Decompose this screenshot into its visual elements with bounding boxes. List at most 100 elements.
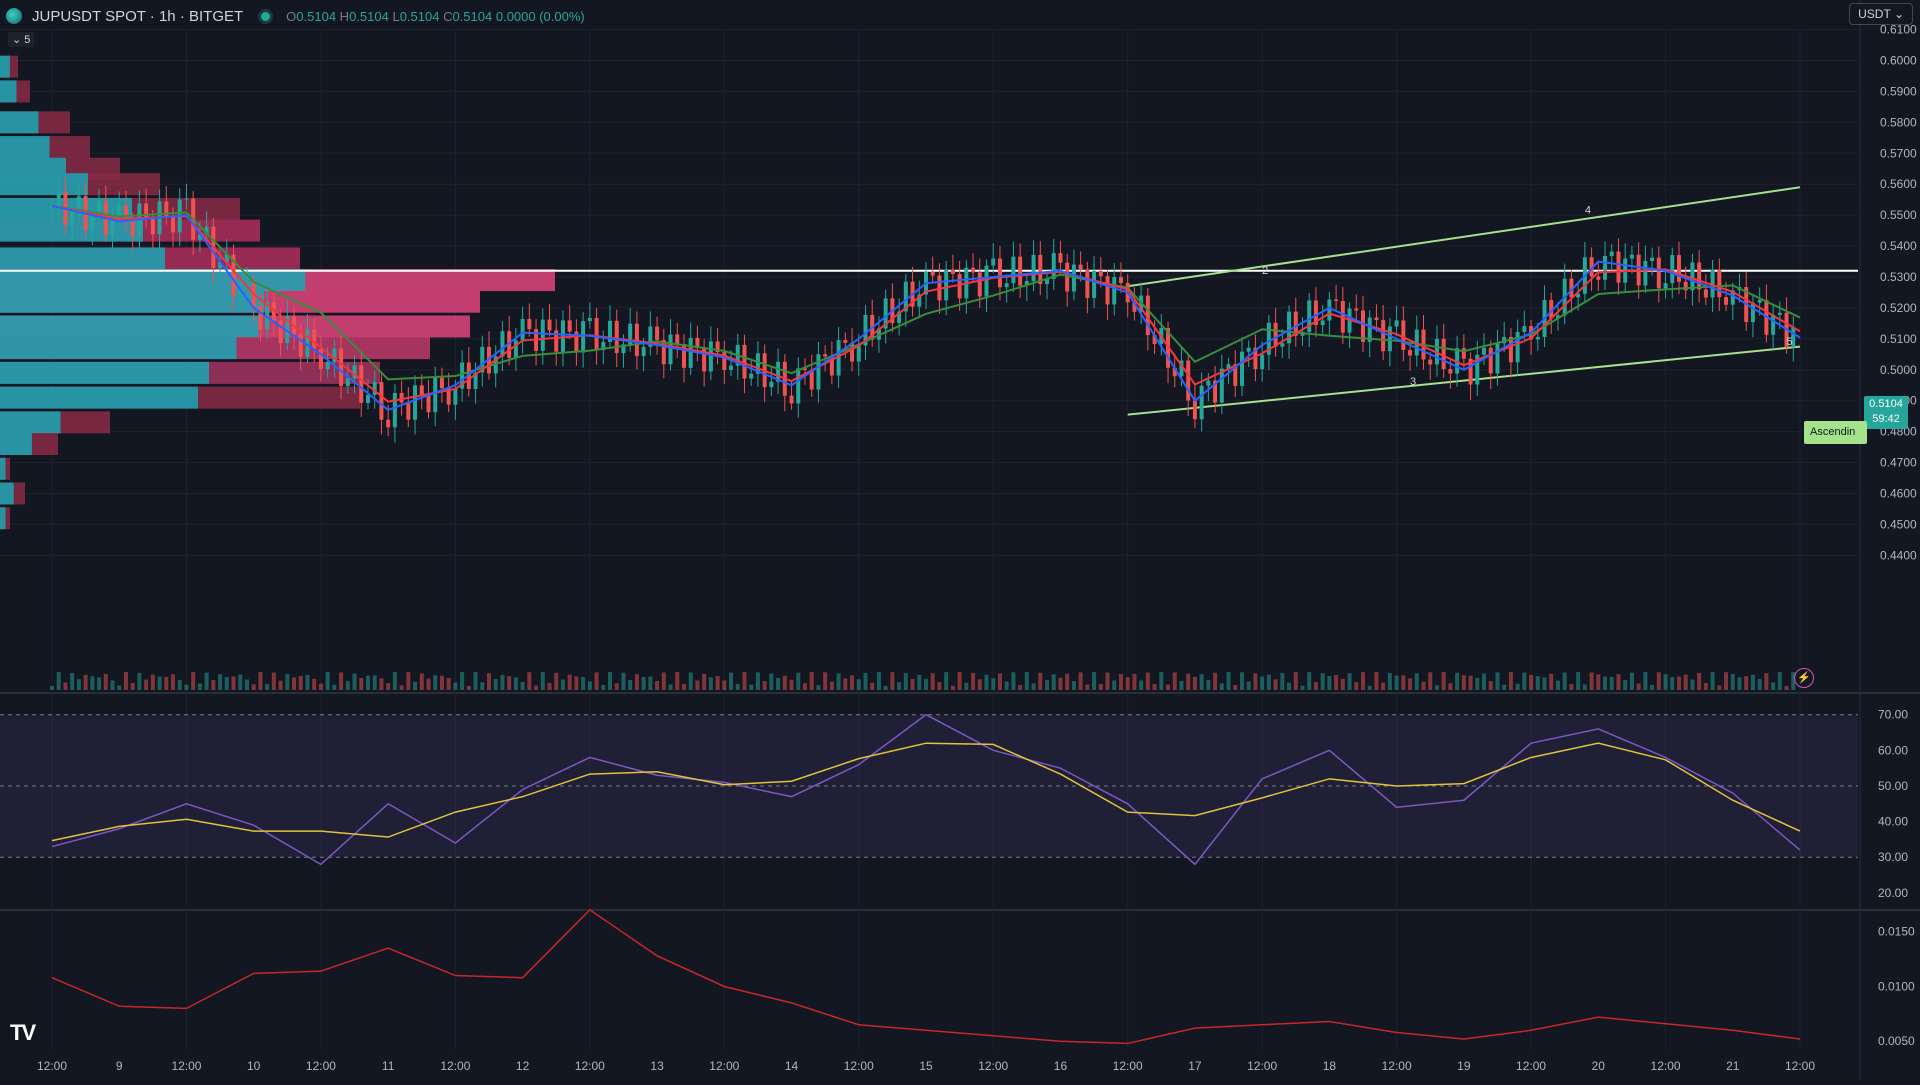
tradingview-logo-icon[interactable]: TV — [10, 1020, 36, 1045]
candle-body — [365, 394, 370, 403]
volume-bar — [1542, 677, 1547, 690]
ohlc-readout: O0.5104 H0.5104 L0.5104 C0.5104 0.0000 (… — [286, 9, 585, 24]
volume-bar — [1562, 672, 1567, 690]
candle-body — [540, 319, 545, 351]
candle-body — [1065, 262, 1070, 292]
volume-bar — [863, 672, 868, 690]
volume-bar — [1428, 672, 1433, 690]
volume-bar — [1616, 674, 1621, 690]
candle-body — [1287, 311, 1292, 344]
volume-bar — [581, 676, 586, 690]
rsi-axis-label: 50.00 — [1878, 779, 1908, 793]
channel-lower-line[interactable] — [1127, 345, 1801, 416]
candle-body — [897, 311, 902, 324]
candle-body — [527, 318, 532, 330]
symbol-title[interactable]: JUPUSDT SPOT · 1h · BITGET — [32, 7, 244, 25]
candle-body — [325, 362, 330, 370]
volume-bar — [312, 678, 317, 690]
candle-body — [876, 328, 881, 340]
pattern-label[interactable]: Ascendin — [1804, 421, 1867, 444]
volume-bar — [177, 679, 182, 690]
candle-body — [863, 314, 868, 346]
candle-body — [1246, 347, 1251, 352]
candle-body — [1603, 256, 1608, 280]
candle-body — [702, 348, 707, 372]
volume-bar — [984, 674, 989, 690]
symbol-logo-icon[interactable] — [6, 8, 22, 24]
volume-bar — [1186, 673, 1191, 690]
volume-bar — [1623, 680, 1628, 690]
volume-bar — [1226, 672, 1231, 690]
candle-body — [1569, 278, 1574, 298]
candle-body — [1576, 293, 1581, 298]
volume-bar — [466, 685, 471, 690]
open-value: 0.5104 — [296, 8, 337, 24]
volume-bar — [776, 677, 781, 690]
volume-bar — [1448, 683, 1453, 690]
candle-body — [917, 294, 922, 307]
candle-body — [930, 271, 935, 276]
volume-bar — [406, 672, 411, 690]
candle-body — [1488, 347, 1493, 374]
volume-bar — [742, 672, 747, 690]
volume-bar — [97, 677, 102, 690]
candle-body — [238, 289, 243, 296]
candle-body — [1609, 251, 1614, 257]
channel-upper-line[interactable] — [1127, 186, 1801, 288]
volume-bar — [735, 683, 740, 690]
candle-body — [1482, 347, 1487, 355]
volume-bar — [171, 674, 176, 690]
volume-bar — [1508, 672, 1513, 690]
candle-body — [1280, 343, 1285, 347]
volume-bar — [527, 672, 532, 690]
volume-bar — [964, 682, 969, 690]
volatility-line — [51, 908, 1801, 1045]
volume-bar — [534, 685, 539, 690]
time-axis-label: 16 — [1054, 1059, 1068, 1073]
candle-body — [883, 298, 888, 329]
market-status-icon[interactable] — [261, 11, 271, 21]
volume-bar — [224, 677, 229, 690]
volume-bar — [144, 679, 149, 690]
volume-bar — [614, 683, 619, 690]
currency-select[interactable]: USDT ⌄ — [1849, 3, 1913, 25]
candle-body — [1085, 269, 1090, 298]
candle-body — [628, 323, 633, 345]
volume-bar — [587, 681, 592, 690]
volume-bar — [829, 681, 834, 690]
candle-body — [1750, 302, 1755, 323]
volume-bar — [1750, 674, 1755, 690]
candle-body — [419, 385, 424, 396]
candle-body — [829, 356, 834, 376]
candle-body — [843, 340, 848, 343]
candle-body — [997, 258, 1002, 288]
candle-body — [1253, 347, 1258, 370]
candle-body — [1206, 380, 1211, 386]
candle-body — [977, 272, 982, 297]
candle-body — [413, 385, 418, 420]
volume-bar — [1676, 676, 1681, 690]
time-axis-label: 21 — [1726, 1059, 1740, 1073]
volume-bar — [1502, 684, 1507, 690]
volume-bar — [762, 681, 767, 690]
volume-bar — [231, 676, 236, 690]
rsi-axis-label: 60.00 — [1878, 743, 1908, 757]
volume-bar — [1078, 672, 1083, 690]
candle-body — [991, 258, 996, 266]
candle-body — [1058, 253, 1063, 263]
volume-bar — [1656, 672, 1661, 690]
price-axis-label: 0.4400 — [1880, 548, 1917, 562]
lightning-icon[interactable]: ⚡ — [1794, 668, 1814, 688]
time-axis-label: 9 — [116, 1059, 123, 1073]
volume-bar — [567, 674, 572, 690]
volume-bar — [392, 672, 397, 690]
indicator-collapse-button[interactable]: ⌄ 5 — [8, 32, 35, 47]
ema-fast-line — [51, 204, 1801, 412]
rsi-axis-label: 70.00 — [1878, 708, 1908, 722]
candle-body — [1656, 257, 1661, 289]
candle-body — [1233, 364, 1238, 386]
candle-body — [1293, 311, 1298, 336]
volume-bar — [681, 684, 686, 690]
